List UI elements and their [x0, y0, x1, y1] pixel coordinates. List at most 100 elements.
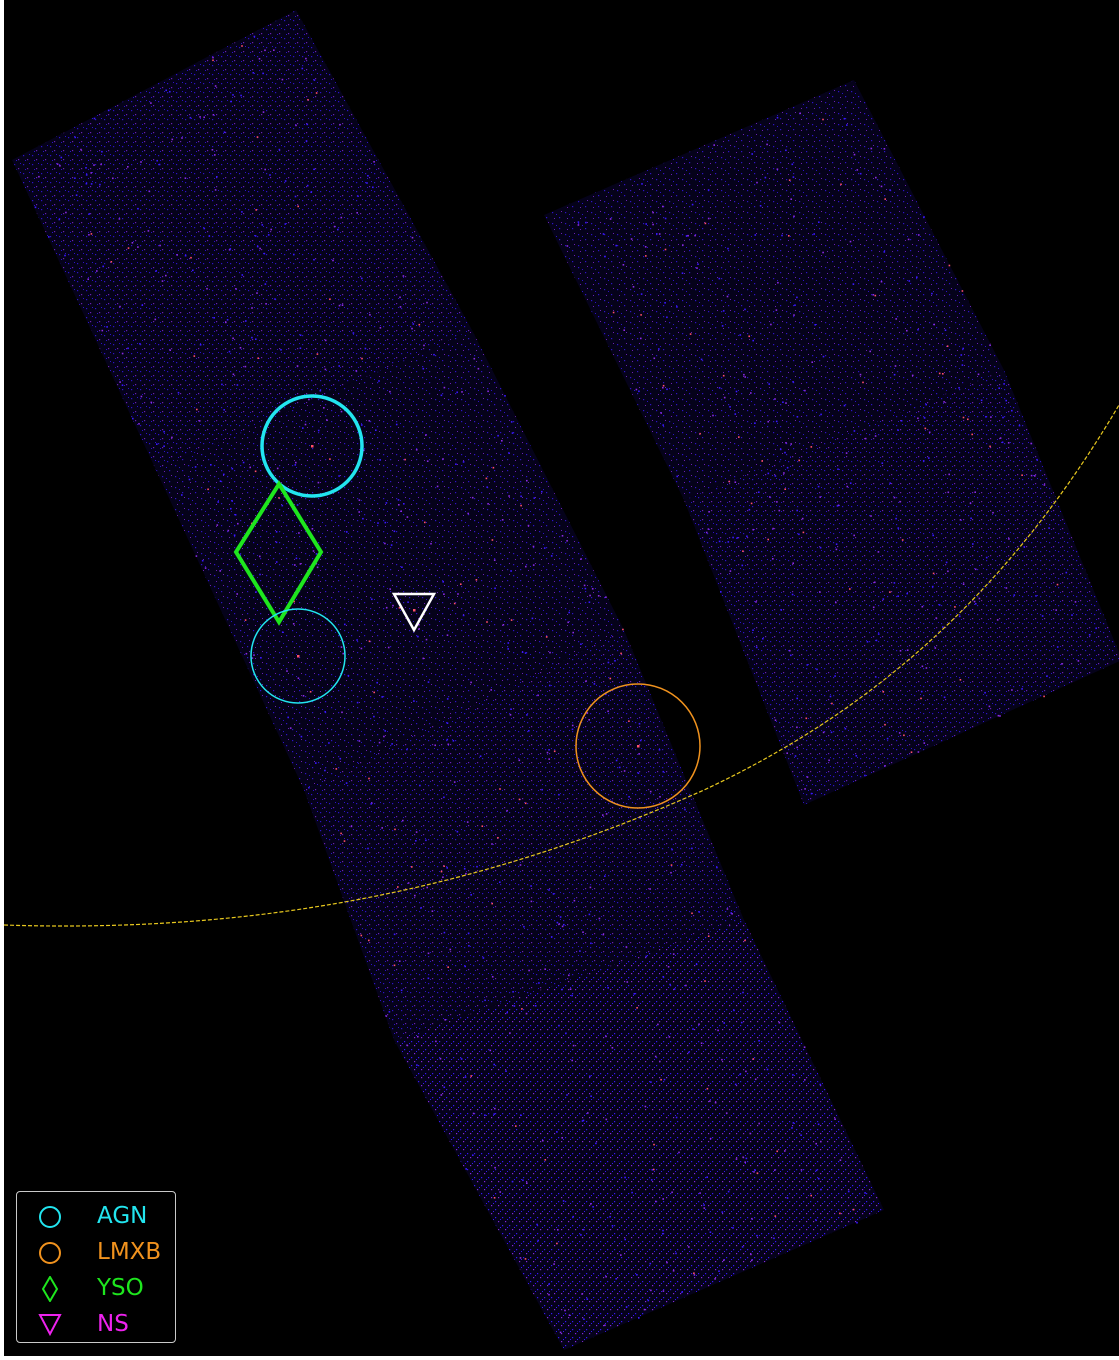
photon [796, 296, 798, 299]
photon [744, 308, 746, 311]
photon [938, 604, 941, 606]
photon [561, 535, 564, 537]
photon [388, 1011, 391, 1013]
photon [264, 283, 267, 285]
photon [678, 1151, 680, 1154]
photon [447, 743, 450, 746]
legend-label-lmxb: LMXB [97, 1239, 162, 1265]
photon [774, 475, 777, 477]
photon [232, 337, 234, 340]
photon [688, 1246, 690, 1248]
photon [549, 651, 551, 654]
photon [685, 235, 688, 237]
photon [568, 611, 570, 614]
photon [400, 989, 403, 992]
photon [580, 643, 582, 645]
photon [667, 966, 670, 968]
photon [443, 593, 445, 595]
photon [74, 177, 76, 179]
photon [776, 116, 779, 119]
photon [324, 368, 327, 371]
photon [378, 741, 381, 744]
photon [726, 908, 729, 910]
photon [650, 1081, 652, 1083]
photon [324, 711, 326, 713]
photon [734, 413, 737, 415]
photon [889, 189, 891, 191]
photon [586, 712, 589, 714]
photon [652, 223, 654, 226]
photon [776, 501, 778, 503]
photon [34, 206, 37, 209]
photon [837, 468, 839, 470]
photon [223, 473, 225, 476]
photon [1061, 663, 1063, 665]
photon [866, 641, 869, 643]
photon [436, 485, 439, 488]
photon [870, 147, 873, 150]
photon [897, 595, 899, 597]
photon [1048, 527, 1050, 529]
photon [442, 458, 444, 460]
photon [922, 460, 925, 462]
photon [373, 161, 375, 163]
photon [275, 561, 278, 563]
photon [293, 600, 295, 603]
photon [557, 1229, 559, 1231]
photon [169, 349, 171, 351]
photon [137, 246, 139, 248]
photon [673, 988, 676, 990]
photon [284, 180, 287, 182]
circle-icon [39, 1242, 61, 1264]
photon [425, 839, 427, 842]
photon [580, 558, 582, 560]
photon [755, 601, 757, 603]
photon [85, 182, 88, 185]
photon [666, 316, 668, 319]
photon [895, 517, 897, 520]
photon [790, 198, 792, 200]
photon [707, 528, 710, 530]
photon [425, 638, 428, 641]
photon [943, 696, 946, 699]
photon [389, 390, 391, 393]
photon [675, 1252, 677, 1255]
photon [381, 696, 383, 698]
photon [754, 1169, 756, 1171]
photon [668, 1036, 671, 1038]
photon [504, 395, 506, 397]
photon [390, 544, 393, 546]
photon [894, 365, 897, 367]
photon [231, 500, 233, 502]
photon [917, 417, 919, 420]
photon [338, 475, 340, 477]
photon [552, 893, 555, 895]
photon [513, 1005, 516, 1007]
photon [664, 302, 666, 304]
photon [526, 1182, 528, 1184]
photon [816, 668, 818, 671]
photon [792, 1074, 794, 1076]
photon [680, 863, 683, 866]
photon [156, 443, 158, 445]
photon [257, 357, 259, 359]
photon [761, 460, 763, 462]
photon [312, 550, 315, 552]
photon [395, 423, 398, 426]
photon [835, 548, 838, 551]
photon [997, 714, 1000, 717]
photon [942, 373, 944, 375]
photon [819, 591, 821, 593]
photon [620, 652, 622, 655]
photon [815, 1142, 817, 1145]
photon [239, 347, 242, 349]
photon [798, 533, 800, 536]
photon [723, 1259, 725, 1261]
photon [615, 759, 618, 762]
photon [339, 123, 341, 126]
photon [362, 517, 364, 520]
photon [259, 247, 261, 250]
photon [877, 551, 880, 553]
photon [101, 329, 104, 332]
photon [662, 1198, 664, 1200]
